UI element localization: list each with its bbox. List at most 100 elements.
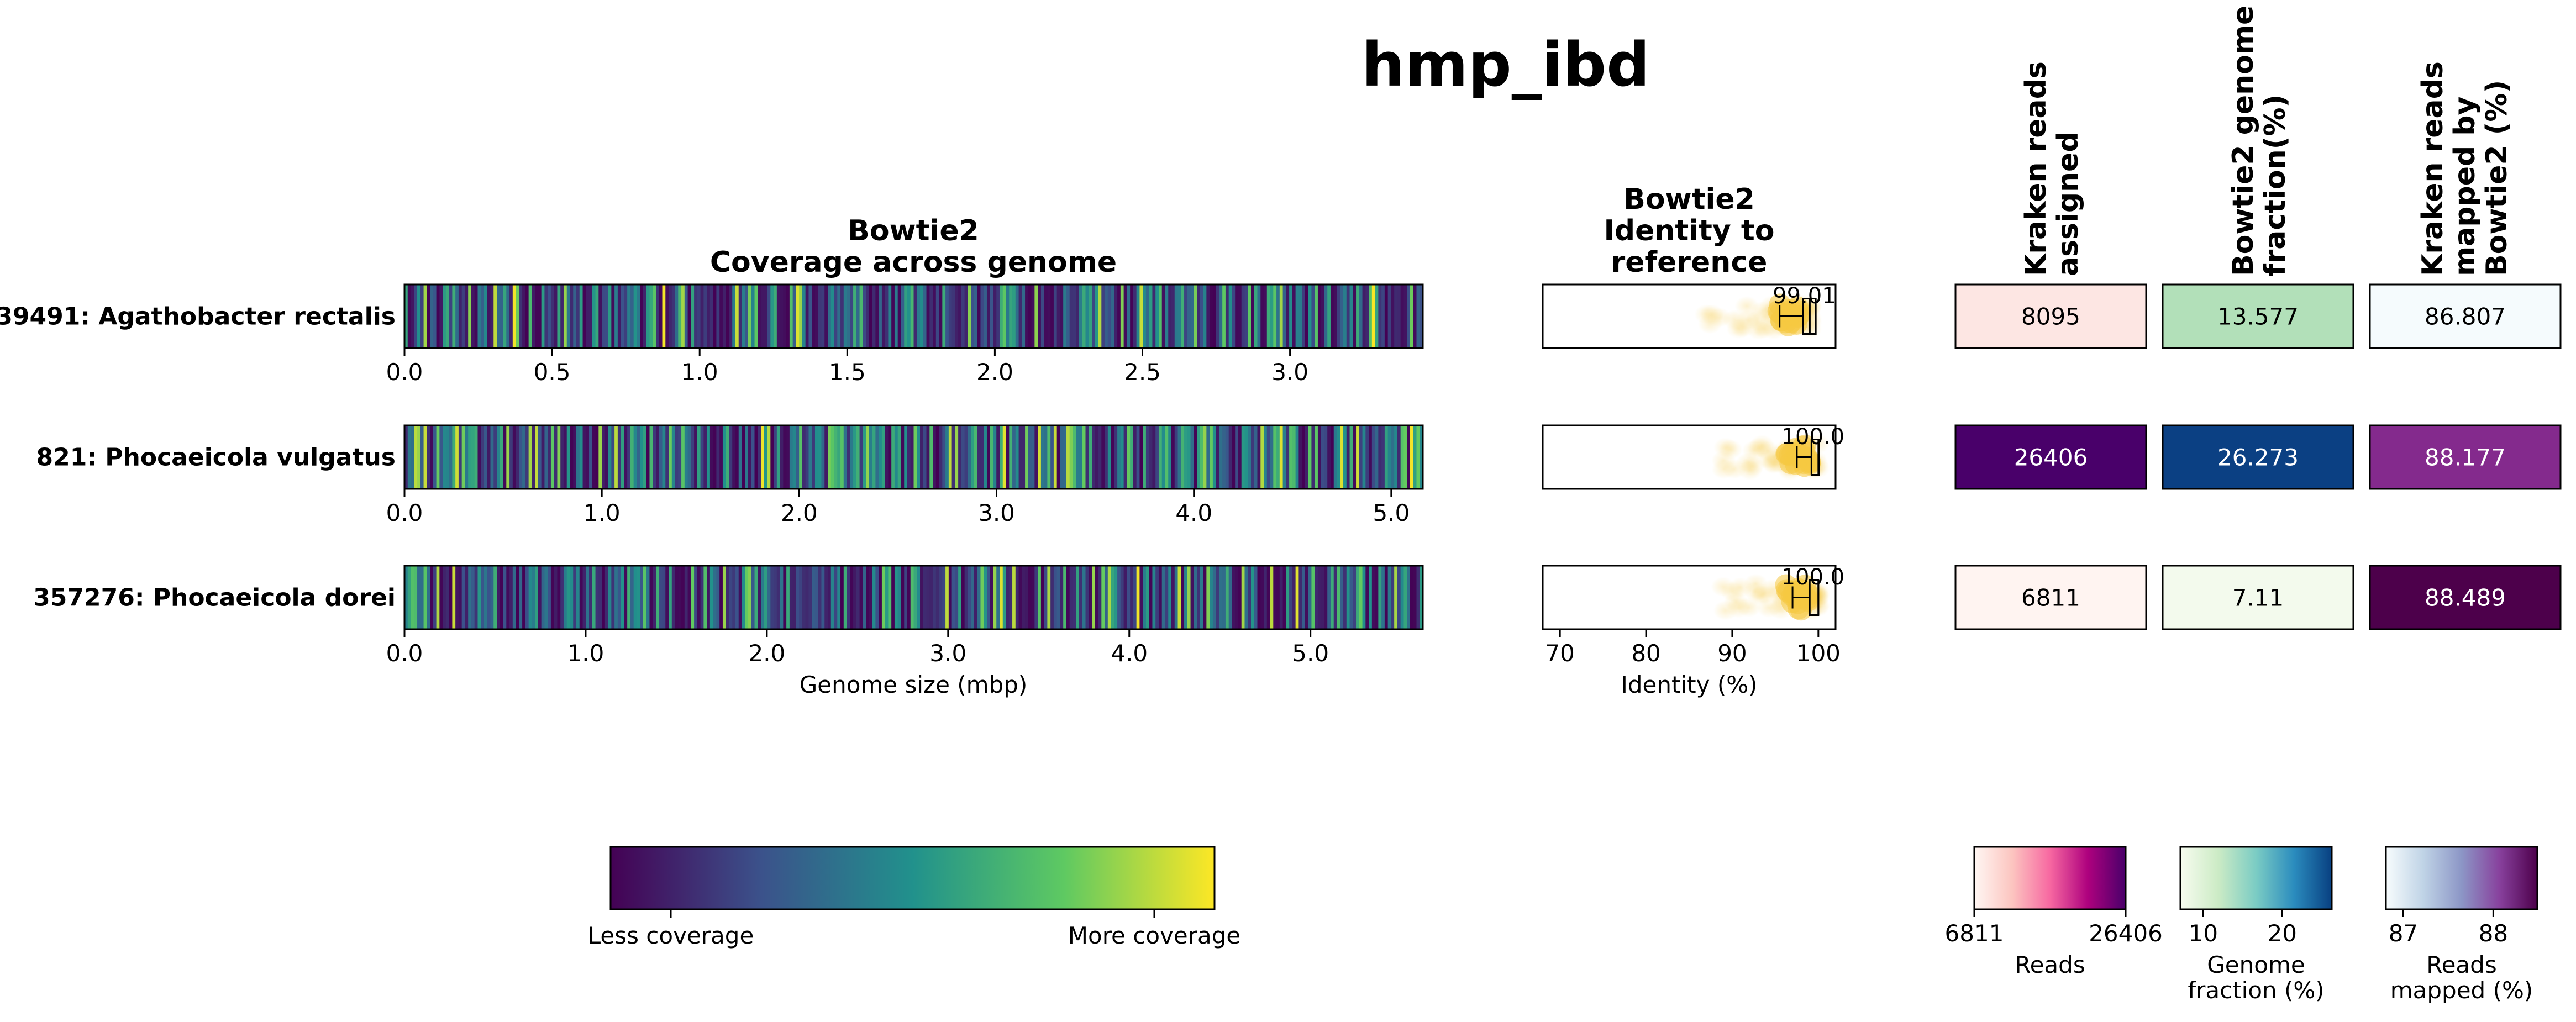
coverage-bin <box>1152 425 1156 489</box>
coverage-bin <box>840 425 844 489</box>
coverage-bin <box>984 425 987 489</box>
summary-colorbar-gradient <box>1973 846 2127 910</box>
coverage-bin <box>1210 566 1213 629</box>
coverage-bin <box>1375 566 1379 629</box>
coverage-bin <box>1356 566 1360 629</box>
coverage-bin <box>439 425 443 489</box>
coverage-bin <box>850 425 854 489</box>
coverage-bin <box>799 566 803 629</box>
coverage-bin <box>875 425 879 489</box>
coverage-bin <box>732 425 736 489</box>
coverage-bin <box>1222 566 1226 629</box>
coverage-bin <box>834 285 838 348</box>
coverage-bin <box>703 425 707 489</box>
coverage-bin <box>742 285 745 348</box>
coverage-bin <box>535 285 539 348</box>
coverage-bin <box>427 566 430 629</box>
table-cell-background <box>2162 565 2354 630</box>
coverage-bin <box>669 566 672 629</box>
coverage-bin <box>481 566 485 629</box>
coverage-bin <box>1161 285 1166 348</box>
coverage-bin <box>1282 566 1286 629</box>
coverage-bin <box>1143 566 1147 629</box>
coverage-bin <box>633 425 638 489</box>
coverage-bin <box>1152 566 1156 629</box>
coverage-bin <box>1254 566 1258 629</box>
coverage-bin <box>1308 285 1312 348</box>
table-cell: 8095 <box>1954 283 2147 349</box>
kraken-reads-title-line-2: assigned <box>2052 131 2085 276</box>
coverage-bin <box>1420 425 1423 489</box>
coverage-bin <box>532 425 535 489</box>
coverage-bin <box>875 285 879 348</box>
coverage-bin <box>971 425 975 489</box>
identity-row: 100.0 <box>1542 565 1844 630</box>
coverage-bin <box>1101 285 1105 348</box>
coverage-bin <box>770 425 774 489</box>
coverage-bin <box>1292 285 1296 348</box>
coverage-bin <box>573 285 577 348</box>
coverage-bin <box>1219 566 1223 629</box>
coverage-bin <box>805 566 809 629</box>
coverage-bin <box>961 425 965 489</box>
coverage-bin <box>751 285 755 348</box>
coverage-bin <box>1158 425 1163 489</box>
coverage-bin <box>847 285 850 348</box>
coverage-bin <box>691 566 695 629</box>
coverage-x-tick-label: 3.0 <box>978 499 1015 526</box>
coverage-bin <box>1333 285 1338 348</box>
coverage-bin <box>608 566 612 629</box>
coverage-bin <box>655 285 660 348</box>
coverage-bin <box>1286 285 1290 348</box>
coverage-bin <box>1050 425 1054 489</box>
coverage-bin <box>627 425 631 489</box>
coverage-bin <box>1266 566 1271 629</box>
coverage-bin <box>1143 425 1147 489</box>
coverage-bin <box>1006 566 1010 629</box>
coverage-bin <box>1324 285 1328 348</box>
coverage-bin <box>1031 285 1035 348</box>
coverage-bin <box>1015 566 1019 629</box>
coverage-bin <box>812 285 816 348</box>
coverage-bin <box>1212 566 1217 629</box>
coverage-bin <box>856 425 860 489</box>
coverage-bin <box>1022 285 1026 348</box>
coverage-bin <box>1317 285 1322 348</box>
coverage-bin <box>589 566 593 629</box>
coverage-bin <box>824 425 828 489</box>
coverage-bin <box>761 566 765 629</box>
coverage-bin <box>1174 285 1179 348</box>
coverage-bin <box>735 566 739 629</box>
coverage-bin <box>713 425 717 489</box>
coverage-bin <box>1190 285 1194 348</box>
coverage-bin <box>550 425 555 489</box>
coverage-bin <box>885 566 889 629</box>
coverage-bin <box>1384 425 1389 489</box>
coverage-bin <box>1190 425 1194 489</box>
coverage-bin <box>1264 285 1268 348</box>
coverage-bin <box>500 285 504 348</box>
identity-box <box>1810 439 1820 476</box>
coverage-bin <box>1330 566 1334 629</box>
coverage-bin <box>977 285 981 348</box>
coverage-bin <box>592 425 596 489</box>
coverage-bin <box>897 566 902 629</box>
coverage-bin <box>1111 425 1114 489</box>
coverage-bin <box>1311 566 1315 629</box>
coverage-bin <box>830 425 835 489</box>
coverage-bin <box>566 285 571 348</box>
coverage-bin <box>512 425 517 489</box>
coverage-bin <box>738 566 743 629</box>
coverage-bin <box>1238 425 1242 489</box>
coverage-bin <box>767 566 771 629</box>
coverage-bin <box>1012 285 1016 348</box>
coverage-bin <box>653 425 656 489</box>
coverage-bin <box>1369 285 1373 348</box>
coverage-bin <box>1346 425 1350 489</box>
coverage-x-tick-label: 0.0 <box>386 359 423 386</box>
coverage-bin <box>948 285 953 348</box>
table-cell-background <box>1954 565 2147 630</box>
coverage-bin <box>687 285 691 348</box>
coverage-bin <box>796 285 800 348</box>
mapped-title-line-2: mapped by <box>2448 97 2482 276</box>
